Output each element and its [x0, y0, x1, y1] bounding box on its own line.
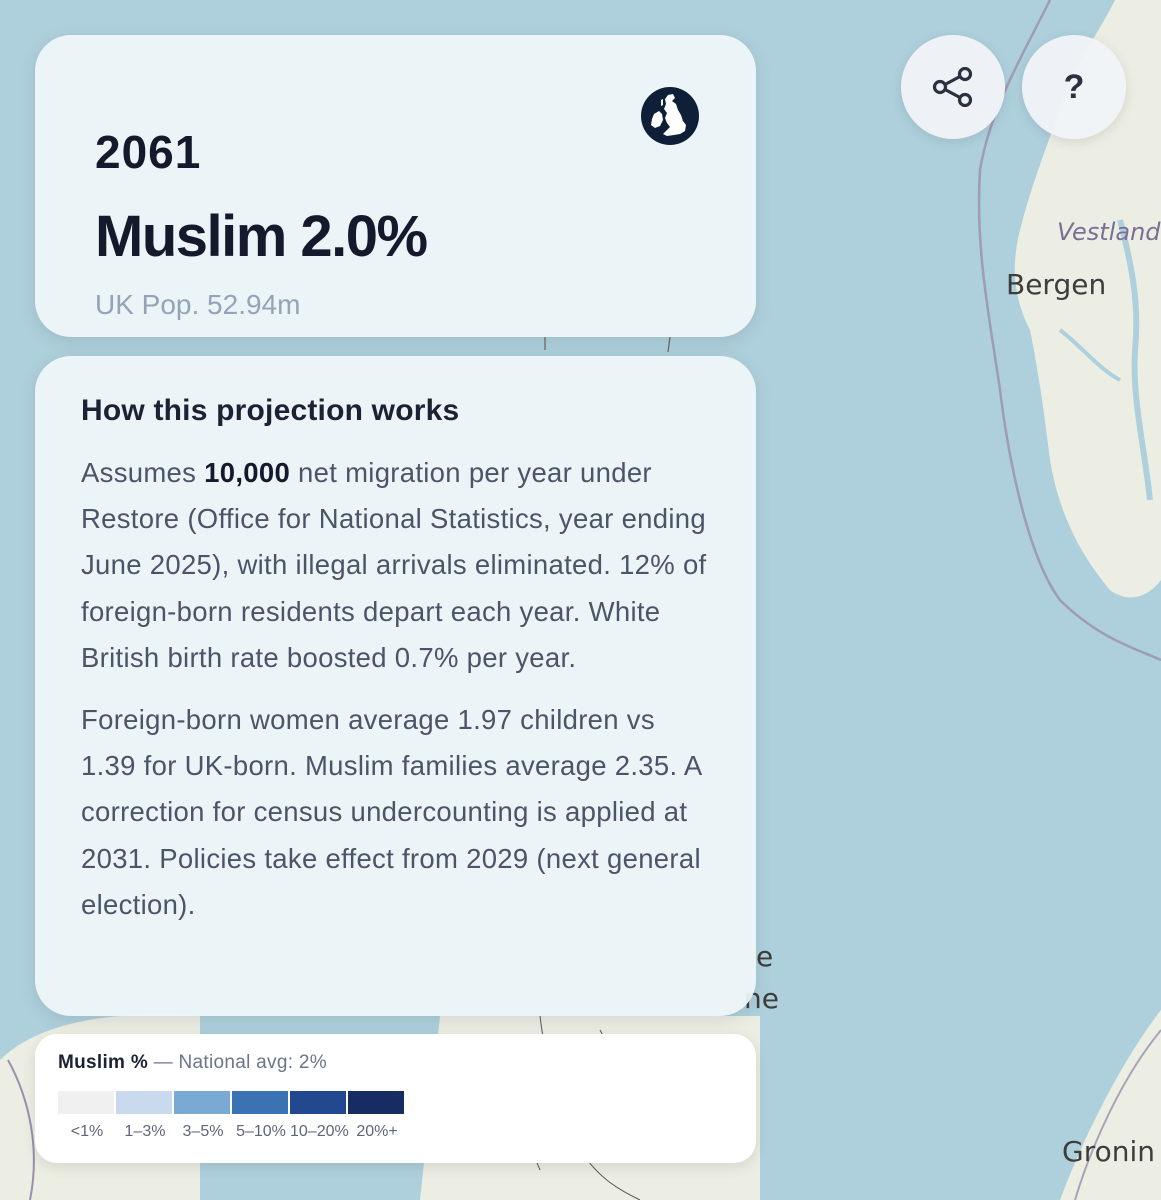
year-label: 2061 [95, 126, 202, 178]
projection-info-card: How this projection works Assumes 10,000… [35, 356, 756, 1016]
legend-label: 3–5% [182, 1123, 224, 1140]
info-title: How this projection works [81, 394, 460, 427]
legend-labels: <1% 1–3% 3–5% 5–10% 10–20% 20%+ [58, 1123, 406, 1141]
legend-swatch [116, 1091, 172, 1114]
headline-percentage: Muslim 2.0% [95, 204, 428, 269]
legend-label: <1% [70, 1123, 104, 1140]
legend-label: 1–3% [124, 1123, 166, 1140]
legend-label: 5–10% [236, 1123, 286, 1140]
legend-swatch [232, 1091, 288, 1114]
legend-swatches [58, 1091, 406, 1114]
legend-swatch [348, 1091, 404, 1114]
legend-swatch [58, 1091, 114, 1114]
map-label-vestland: Vestland [1057, 218, 1161, 246]
legend-swatch [290, 1091, 346, 1114]
summary-card: 2061 Muslim 2.0% UK Pop. 52.94m [35, 35, 756, 337]
uk-map-icon[interactable] [641, 87, 699, 145]
legend-swatch [174, 1091, 230, 1114]
map-label-groningen: Gronin [1062, 1135, 1155, 1168]
map-label-bergen: Bergen [1006, 268, 1107, 301]
uk-population: UK Pop. 52.94m [95, 289, 301, 320]
map-label-fragment-e: e [756, 940, 774, 973]
info-paragraph-1: Assumes 10,000 net migration per year un… [81, 457, 707, 673]
share-icon [932, 67, 973, 107]
share-button[interactable] [901, 35, 1005, 139]
map-legend: Muslim % — National avg: 2% <1% 1–3% 3–5… [35, 1034, 756, 1163]
info-paragraph-2: Foreign-born women average 1.97 children… [81, 704, 701, 920]
legend-label: 20%+ [356, 1123, 398, 1140]
help-button[interactable]: ? [1022, 35, 1126, 139]
net-migration-value: 10,000 [204, 457, 291, 488]
legend-label: 10–20% [290, 1123, 349, 1140]
legend-title: Muslim % — National avg: 2% [58, 1052, 327, 1073]
help-label: ? [1063, 67, 1085, 106]
